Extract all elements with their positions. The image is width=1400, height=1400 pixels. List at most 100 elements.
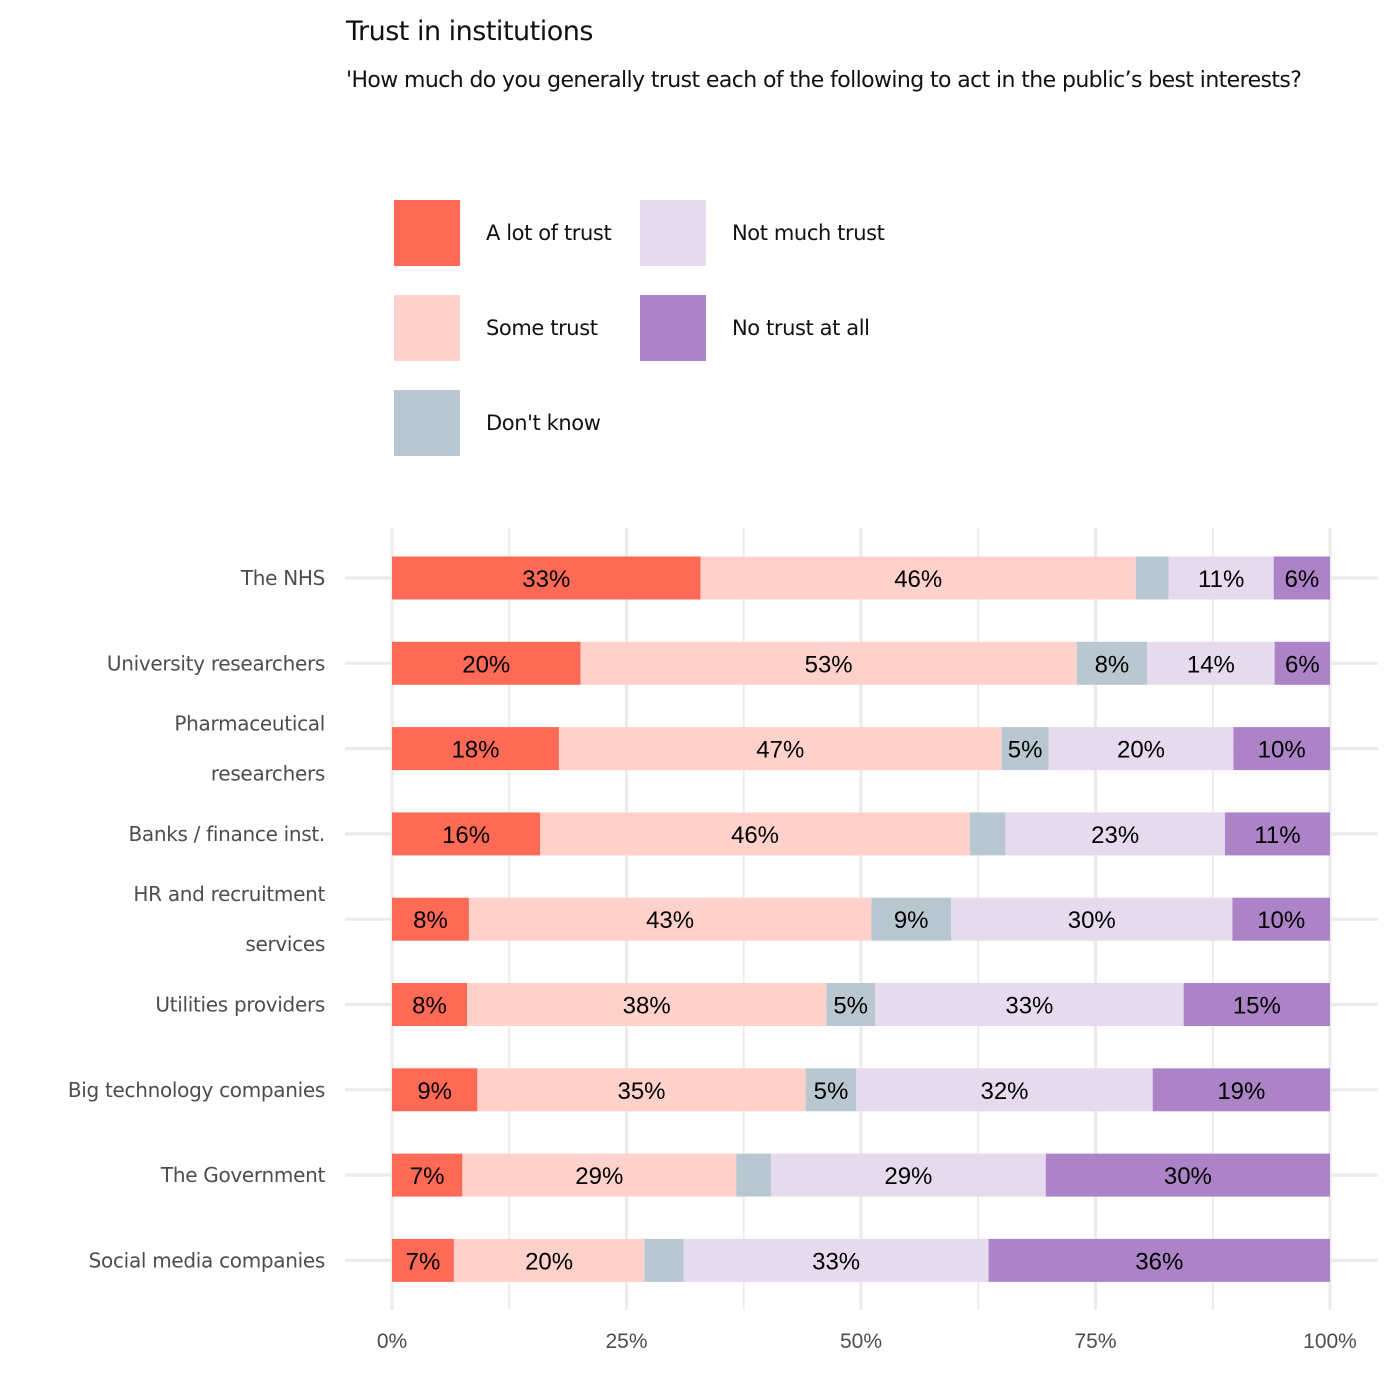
y-category-label: services bbox=[245, 932, 325, 956]
x-tick-label: 25% bbox=[605, 1330, 647, 1353]
bar-segment bbox=[392, 897, 469, 941]
bar-segment bbox=[1001, 727, 1049, 771]
bar-data-label: 8% bbox=[412, 993, 447, 1020]
legend-item-dont-know: Don't know bbox=[394, 390, 601, 456]
bar-segment bbox=[1135, 556, 1169, 600]
bar-data-label: 6% bbox=[1285, 651, 1320, 678]
x-tick-label: 0% bbox=[377, 1330, 407, 1353]
bar-data-label: 33% bbox=[1005, 993, 1053, 1020]
legend-swatch bbox=[640, 295, 706, 361]
bar-segment bbox=[540, 812, 970, 856]
bar-segment bbox=[392, 1153, 463, 1197]
x-tick-label: 75% bbox=[1074, 1330, 1116, 1353]
bar-segment bbox=[392, 727, 559, 771]
bar-segment bbox=[1232, 897, 1330, 941]
bar-data-label: 36% bbox=[1135, 1248, 1183, 1275]
y-category-label: researchers bbox=[211, 762, 325, 786]
bar-segment bbox=[1274, 641, 1330, 685]
bar-segment bbox=[1224, 812, 1330, 856]
legend-label: No trust at all bbox=[732, 316, 870, 340]
bar-data-label: 11% bbox=[1198, 566, 1244, 593]
legend-swatch bbox=[640, 200, 706, 266]
bar-data-label: 9% bbox=[417, 1078, 452, 1105]
legend-item-not-much-trust: Not much trust bbox=[640, 200, 885, 266]
bar-segment bbox=[826, 983, 876, 1026]
bar-segment bbox=[392, 812, 541, 856]
bar-data-label: 10% bbox=[1258, 737, 1306, 764]
bar-data-label: 5% bbox=[814, 1078, 849, 1105]
bar-segment bbox=[875, 983, 1184, 1026]
bar-data-label: 19% bbox=[1217, 1078, 1265, 1105]
chart-subtitle: 'How much do you generally trust each of… bbox=[346, 68, 1302, 93]
bar-data-label: 8% bbox=[413, 907, 448, 934]
bar-data-label: 32% bbox=[980, 1078, 1028, 1105]
bar-data-label: 5% bbox=[833, 993, 868, 1020]
bar-data-label: 14% bbox=[1187, 651, 1235, 678]
y-category-label: University researchers bbox=[107, 651, 325, 675]
bar-data-label: 20% bbox=[525, 1248, 573, 1275]
y-category-label: Banks / finance inst. bbox=[128, 822, 325, 846]
bar-segment bbox=[1005, 812, 1225, 856]
bar-segment bbox=[1273, 556, 1330, 600]
bar-segment bbox=[871, 897, 952, 941]
bar-segment bbox=[736, 1153, 771, 1197]
bar-segment bbox=[1147, 641, 1275, 685]
x-tick-label: 100% bbox=[1303, 1330, 1357, 1353]
bar-segment bbox=[392, 983, 468, 1026]
bar-segment bbox=[988, 1238, 1330, 1282]
bar-data-label: 29% bbox=[884, 1163, 932, 1190]
bar-data-label: 33% bbox=[812, 1248, 860, 1275]
legend-label: Some trust bbox=[486, 316, 598, 340]
bar-data-label: 33% bbox=[522, 566, 570, 593]
bar-segment bbox=[644, 1238, 684, 1282]
bar-data-label: 30% bbox=[1068, 907, 1116, 934]
bar-segment bbox=[468, 897, 872, 941]
bar-segment bbox=[392, 556, 701, 600]
bar-segment bbox=[558, 727, 1002, 771]
bar-data-label: 7% bbox=[406, 1248, 441, 1275]
bars: 33% 46% 11% 6% 20% 53% 8% 14% 6% 18% 47% 5% 20% 10% 16… bbox=[392, 556, 1330, 1282]
bar-data-label: 53% bbox=[805, 651, 853, 678]
bar-segment bbox=[1045, 1153, 1330, 1197]
legend-swatch bbox=[394, 390, 460, 456]
bar-data-label: 7% bbox=[410, 1163, 445, 1190]
bar-segment bbox=[580, 641, 1077, 685]
y-category-label: Utilities providers bbox=[155, 993, 325, 1017]
bar-segment bbox=[392, 1238, 454, 1282]
bar-segment bbox=[1076, 641, 1148, 685]
bar-segment bbox=[1233, 727, 1330, 771]
y-category-label: Pharmaceutical bbox=[174, 712, 325, 736]
x-axis-labels: 0% 25% 50% 75% 100% bbox=[377, 1330, 1357, 1353]
bar-segment bbox=[392, 1068, 478, 1112]
bar-segment bbox=[969, 812, 1006, 856]
bar-data-label: 35% bbox=[617, 1078, 665, 1105]
y-category-label: Big technology companies bbox=[68, 1078, 325, 1102]
bar-data-label: 9% bbox=[894, 907, 929, 934]
bar-data-label: 20% bbox=[462, 651, 510, 678]
bar-data-label: 8% bbox=[1095, 651, 1130, 678]
bar-data-label: 43% bbox=[646, 907, 694, 934]
bar-segment bbox=[683, 1238, 989, 1282]
bar-segment bbox=[805, 1068, 857, 1112]
bar-data-label: 16% bbox=[442, 822, 490, 849]
bar-segment bbox=[1152, 1068, 1330, 1112]
legend-label: A lot of trust bbox=[486, 221, 612, 245]
bar-data-label: 11% bbox=[1254, 822, 1300, 849]
legend-label: Don't know bbox=[486, 411, 601, 435]
y-category-label: The Government bbox=[160, 1163, 326, 1187]
bar-segment bbox=[462, 1153, 737, 1197]
bar-segment bbox=[856, 1068, 1153, 1112]
bar-data-label: 46% bbox=[894, 566, 942, 593]
bar-data-label: 29% bbox=[575, 1163, 623, 1190]
bar-data-label: 23% bbox=[1091, 822, 1139, 849]
bar-data-label: 38% bbox=[623, 993, 671, 1020]
y-category-label: The NHS bbox=[240, 566, 325, 590]
bar-segment bbox=[453, 1238, 645, 1282]
x-tick-label: 50% bbox=[840, 1330, 882, 1353]
legend-label: Not much trust bbox=[732, 221, 885, 245]
bar-data-label: 47% bbox=[756, 737, 804, 764]
legend-item-no-trust-at-all: No trust at all bbox=[640, 295, 870, 361]
legend-item-a-lot-of-trust: A lot of trust bbox=[394, 200, 612, 266]
legend-swatch bbox=[394, 200, 460, 266]
